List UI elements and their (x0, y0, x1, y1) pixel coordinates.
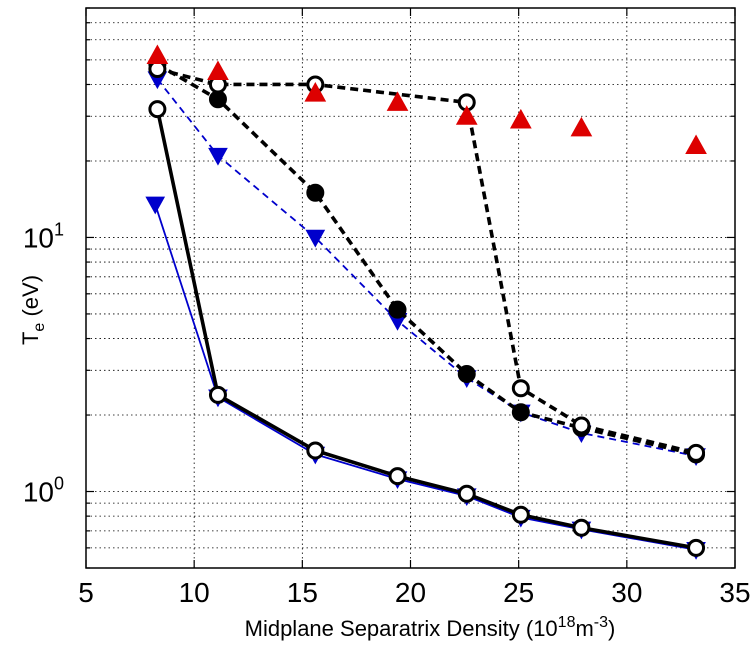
data-point-triangle-up (455, 105, 478, 125)
data-point-circle-open (306, 441, 325, 460)
data-point-circle-open (572, 416, 591, 435)
y-tick-label: 101 (23, 219, 64, 253)
y-tick-label: 100 (23, 474, 64, 508)
data-point-triangle-down (145, 196, 166, 215)
data-point-circle-open (511, 379, 530, 398)
data-point-circle-open (208, 385, 227, 404)
data-point-circle-open (687, 443, 706, 462)
series-line (156, 62, 697, 457)
x-tick-label: 5 (78, 577, 94, 608)
data-point-triangle-down (305, 229, 326, 248)
data-point-circle-filled (388, 300, 407, 319)
series-line (155, 108, 697, 550)
data-point-triangle-up (386, 91, 409, 111)
x-axis-label: Midplane Separatrix Density (1018m-3) (245, 614, 616, 641)
data-point-circle-open (148, 100, 167, 119)
series-5 (146, 44, 707, 155)
data-point-triangle-up (304, 82, 327, 102)
data-point-triangle-up (570, 116, 593, 137)
x-tick-label: 35 (719, 577, 750, 608)
ticks (85, 7, 736, 569)
x-tick-label: 25 (503, 577, 534, 608)
data-point-triangle-up (685, 134, 707, 155)
x-tick-label: 10 (179, 577, 210, 608)
data-point-circle-open (511, 505, 530, 524)
tick-labels: 5 10 15 20 25 30 35 100 101 (23, 219, 751, 608)
x-tick-label: 20 (395, 577, 426, 608)
data-point-triangle-up (207, 60, 229, 80)
data-point-circle-open (388, 467, 407, 486)
data-point-circle-filled (511, 403, 530, 422)
y-axis-label: Te (eV) (18, 275, 48, 345)
data-point-triangle-down (208, 147, 228, 166)
data-point-triangle-up (146, 44, 169, 65)
data-point-circle-open (572, 518, 591, 537)
x-tick-label: 30 (611, 577, 642, 608)
series-1 (148, 100, 706, 557)
data-point-triangle-up (509, 108, 532, 129)
series-layer (145, 44, 707, 560)
data-point-circle-filled (306, 183, 325, 202)
data-point-circle-filled (457, 365, 476, 384)
data-point-circle-open (457, 484, 476, 503)
series-line (156, 78, 697, 457)
x-tick-label: 15 (287, 577, 318, 608)
data-point-circle-open (687, 538, 706, 557)
